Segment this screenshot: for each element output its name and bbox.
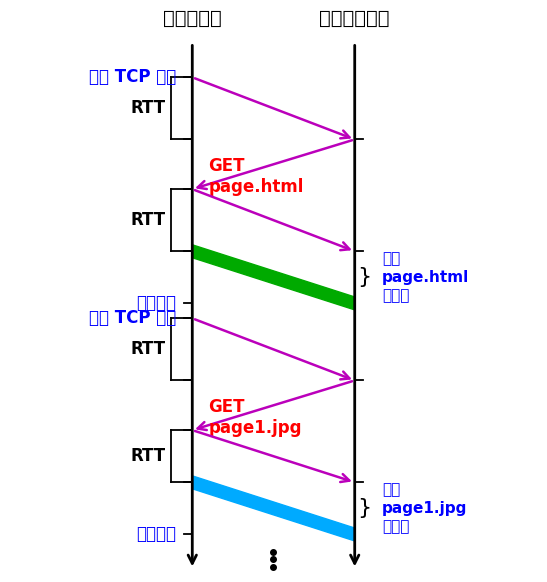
Polygon shape [193,245,354,310]
Text: 发起 TCP 连接: 发起 TCP 连接 [89,309,176,327]
Text: }: } [357,498,371,519]
Text: 发起 TCP 连接: 发起 TCP 连接 [89,68,176,86]
Polygon shape [193,476,354,541]
Text: RTT: RTT [130,99,165,117]
Text: 万维网客户: 万维网客户 [163,9,222,27]
Text: 万维网服务器: 万维网服务器 [319,9,390,27]
Text: 传输
page.html
的时间: 传输 page.html 的时间 [382,251,469,303]
Text: RTT: RTT [130,447,165,465]
Text: 收到文档: 收到文档 [136,526,176,544]
Text: }: } [357,267,371,288]
Text: 传输
page1.jpg
的时间: 传输 page1.jpg 的时间 [382,482,467,534]
Text: GET
page1.jpg: GET page1.jpg [208,398,302,437]
Text: GET
page.html: GET page.html [208,157,304,196]
Text: RTT: RTT [130,340,165,358]
Text: 收到文档: 收到文档 [136,294,176,313]
Text: RTT: RTT [130,211,165,229]
